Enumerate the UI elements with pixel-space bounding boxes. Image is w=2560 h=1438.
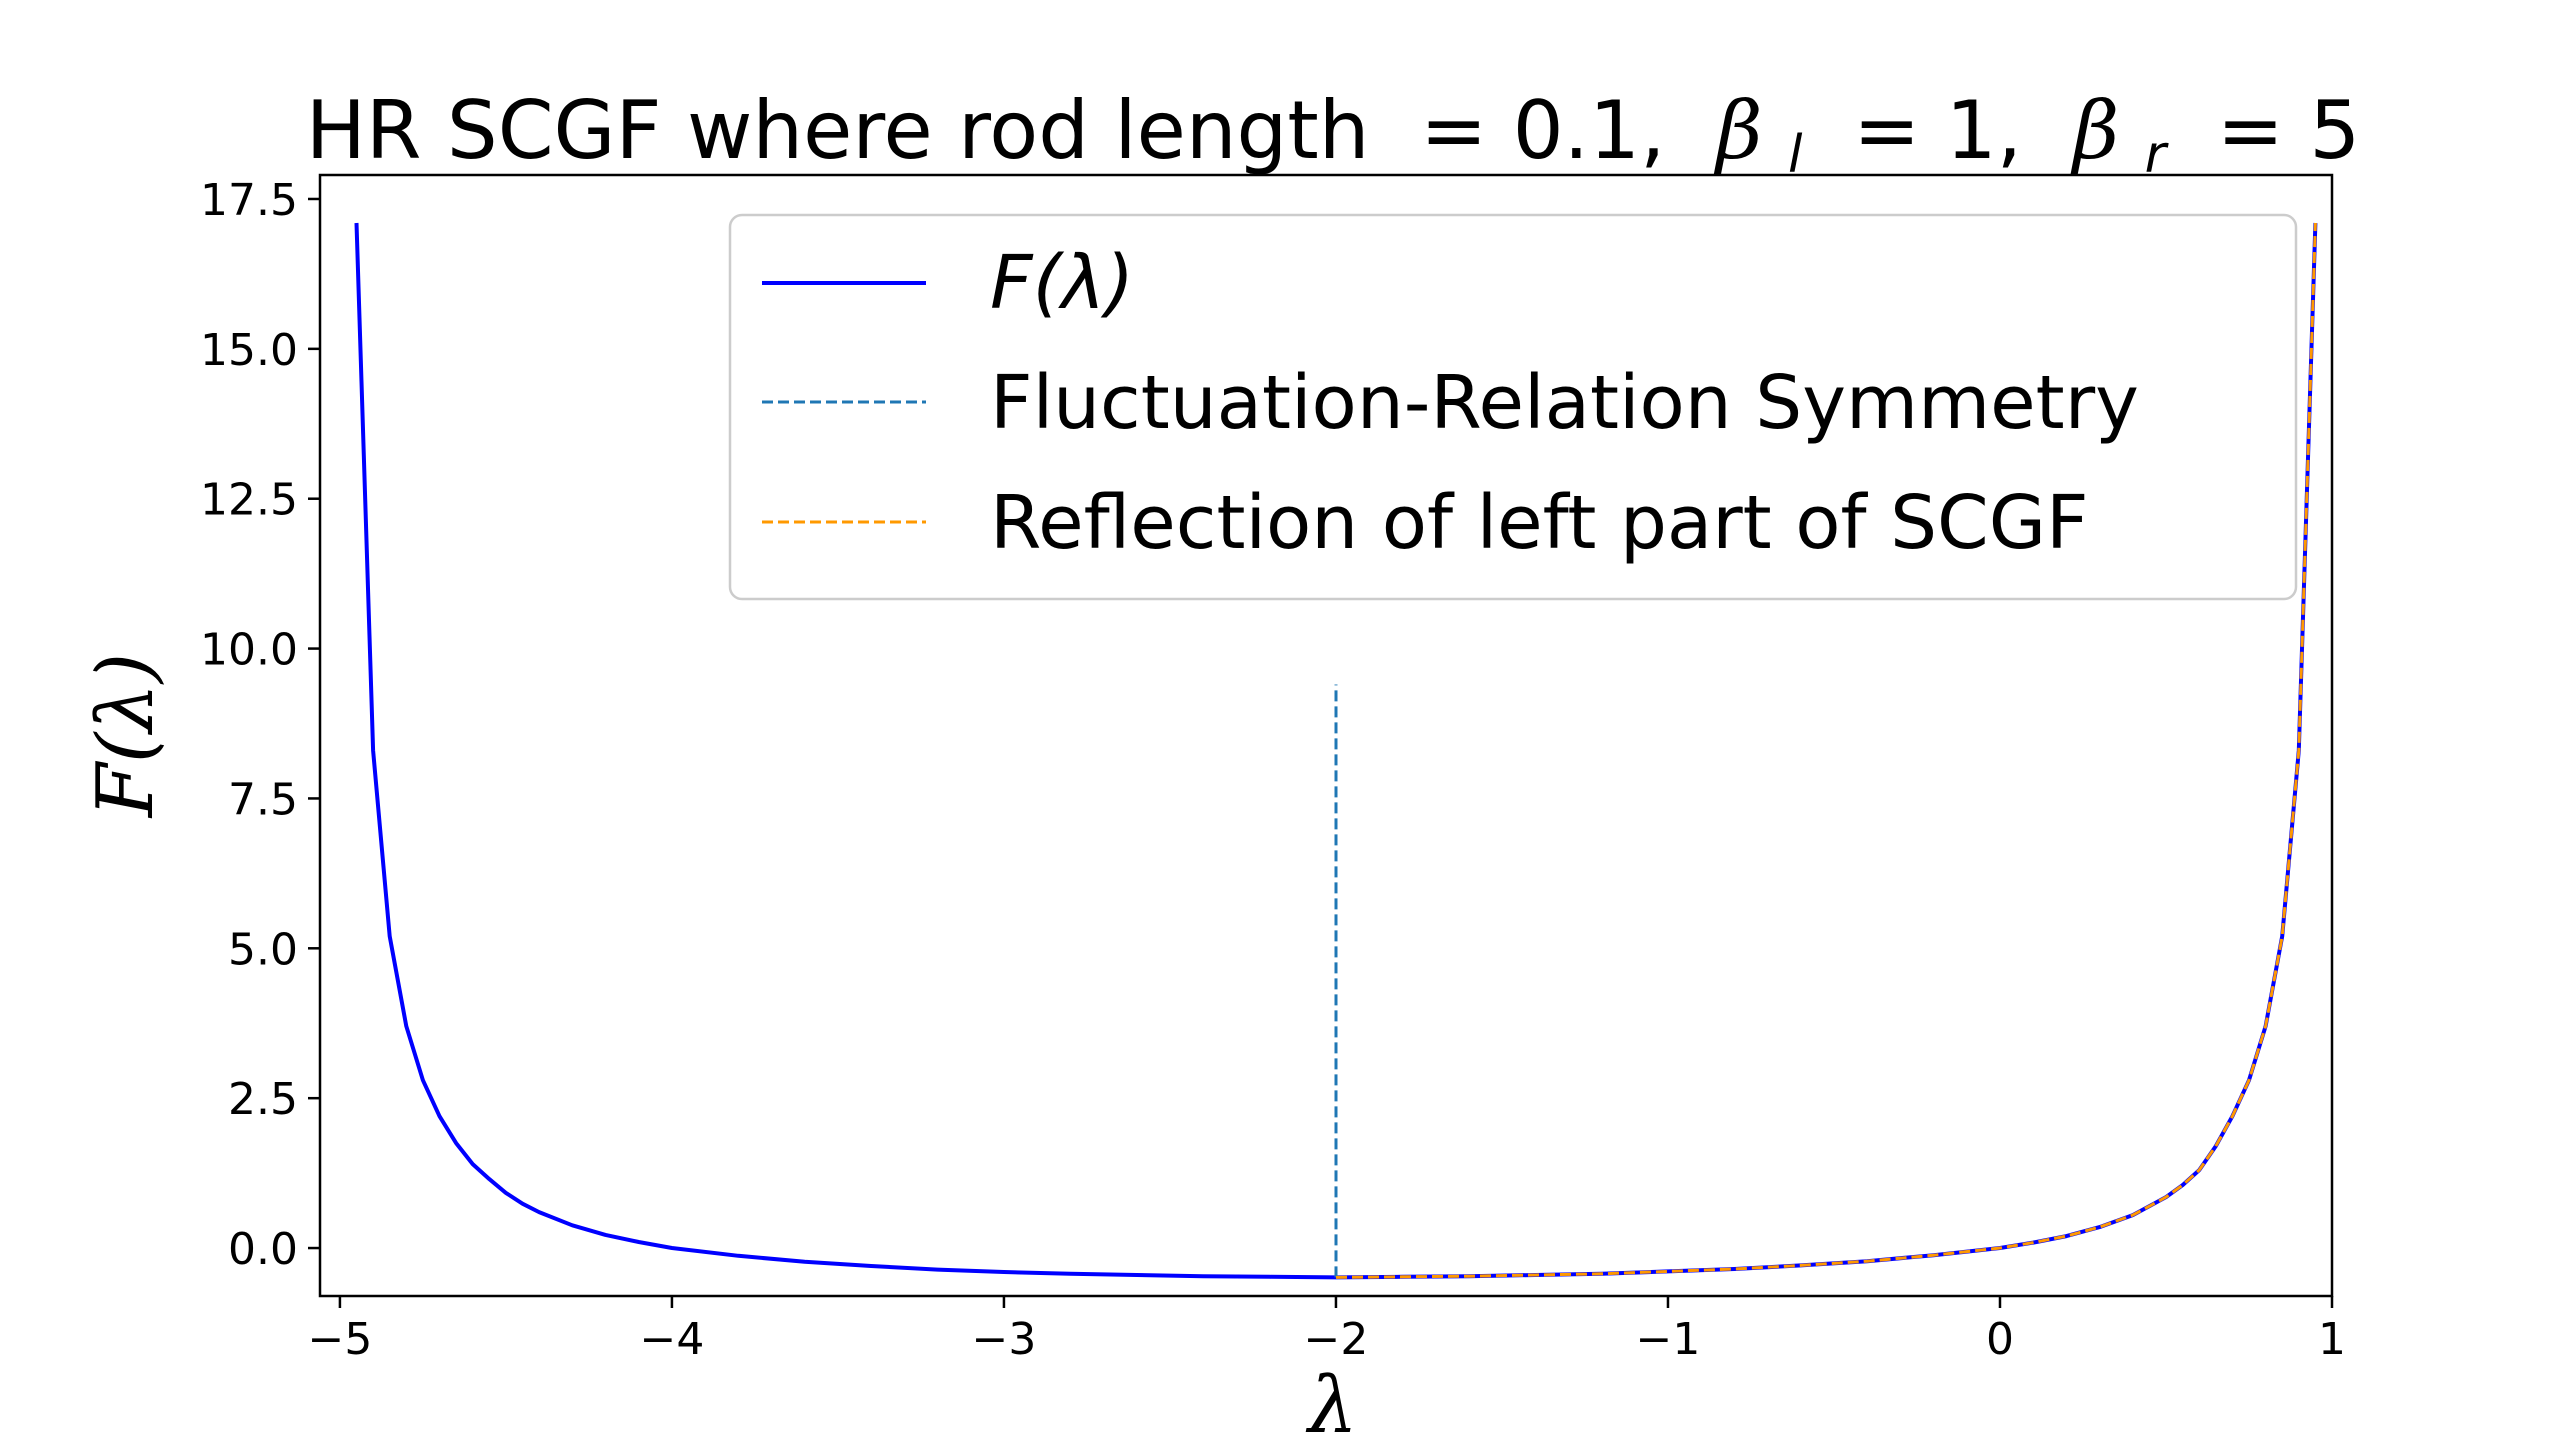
y-tick-label: 17.5 xyxy=(200,175,298,226)
axis-ticks: −5 −4 −3 −2 −1 0 10.02.55.07.510.012.515.017.5 xyxy=(200,175,2346,1365)
y-tick-label: 2.5 xyxy=(228,1074,298,1125)
chart-title: HR SCGF where rod length = 0.1, β l = 1,… xyxy=(306,84,2361,191)
y-axis-label: F(λ) xyxy=(81,653,171,819)
y-tick-label: 5.0 xyxy=(228,924,298,975)
legend-label-reflection: Reflection of left part of SCGF xyxy=(990,480,2089,566)
title-eq3: = 5 xyxy=(2191,84,2360,177)
series-reflection-line xyxy=(1335,222,2317,1279)
x-tick-label: −5 xyxy=(307,1314,372,1365)
y-tick-label: 12.5 xyxy=(200,475,298,526)
title-prefix: HR SCGF where rod length xyxy=(306,84,1370,177)
y-tick-label: 7.5 xyxy=(228,774,298,825)
series-lines xyxy=(354,222,2318,1280)
legend: F(λ) Fluctuation-Relation Symmetry Refle… xyxy=(728,213,2298,601)
y-tick-label: 10.0 xyxy=(200,625,298,676)
title-beta-r: β xyxy=(2070,84,2119,177)
x-tick-label: −1 xyxy=(1636,1314,1701,1365)
legend-box xyxy=(728,213,2298,601)
x-tick-label: −3 xyxy=(972,1314,1037,1365)
legend-label-fluctuation-relation: Fluctuation-Relation Symmetry xyxy=(990,360,2139,446)
x-tick-label: 0 xyxy=(1986,1314,2014,1365)
x-tick-label: 1 xyxy=(2318,1314,2346,1365)
plot-frame xyxy=(318,173,2334,1298)
title-beta-l: β xyxy=(1713,84,1762,177)
title-eq1: = 0.1, xyxy=(1395,84,1691,177)
x-axis-label: λ xyxy=(1305,1361,1357,1438)
title-sub-l: l xyxy=(1788,125,1803,185)
x-tick-label: −2 xyxy=(1304,1314,1369,1365)
y-tick-label: 0.0 xyxy=(228,1224,298,1275)
title-eq2: = 1, xyxy=(1828,84,2048,177)
legend-label-f-lambda: F(λ) xyxy=(990,240,1134,326)
y-tick-label: 15.0 xyxy=(200,325,298,376)
x-tick-label: −4 xyxy=(639,1314,704,1365)
